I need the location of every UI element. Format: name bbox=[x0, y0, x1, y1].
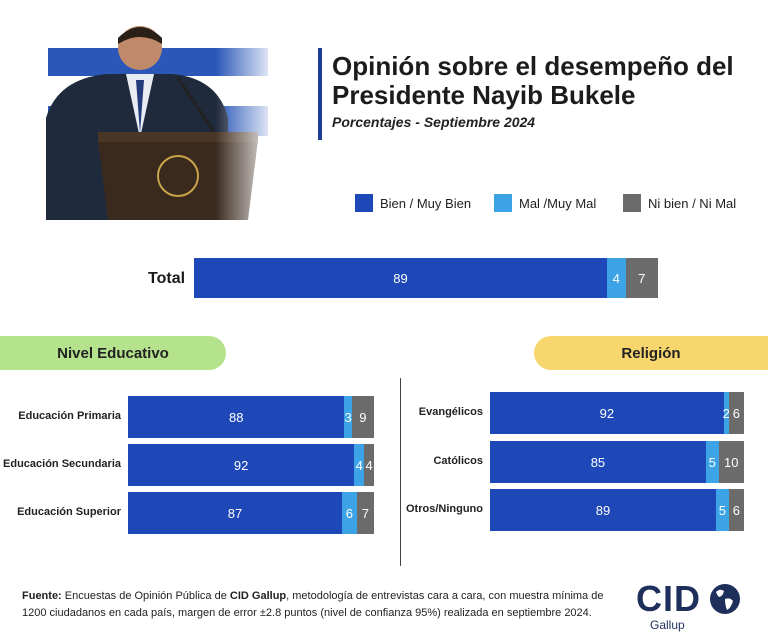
education-row-label: Educación Secundaria bbox=[3, 458, 121, 470]
legend-label-mal: Mal /Muy Mal bbox=[519, 195, 597, 211]
religion-bar: 85 5 10 bbox=[490, 441, 744, 483]
legend-item-bien: Bien / Muy Bien bbox=[355, 193, 471, 213]
logo-sub-text: Gallup bbox=[650, 618, 685, 632]
education-segment-mal: 6 bbox=[342, 492, 357, 534]
religion-row-label: Evangélicos bbox=[418, 406, 483, 418]
education-row-label: Educación Superior bbox=[17, 506, 121, 518]
total-label: Total bbox=[148, 270, 186, 287]
education-segment-bien: 92 bbox=[128, 444, 355, 486]
education-bar: 92 4 4 bbox=[128, 444, 374, 486]
legend-swatch-bien bbox=[355, 194, 373, 212]
education-segment-mal: 4 bbox=[354, 444, 365, 486]
logo-main-text: CID bbox=[636, 578, 701, 619]
cid-gallup-logo: CID Gallup bbox=[636, 578, 746, 634]
title-accent-bar bbox=[318, 48, 322, 140]
section-divider bbox=[400, 378, 401, 566]
source-label: Fuente: bbox=[22, 590, 62, 602]
religion-segment-ni: 6 bbox=[728, 489, 744, 531]
chart-title: Opinión sobre el desempeño del President… bbox=[332, 52, 734, 110]
religion-segment-mal: 2 bbox=[723, 392, 730, 434]
source-text-b: , metodología de entrevistas cara a cara… bbox=[22, 590, 604, 619]
education-segment-mal: 3 bbox=[344, 396, 352, 438]
chart-subtitle: Porcentajes - Septiembre 2024 bbox=[332, 114, 536, 130]
section-pill-education: Nivel Educativo bbox=[0, 336, 226, 370]
legend-item-ni: Ni bien / Ni Mal bbox=[623, 193, 736, 213]
education-bar: 88 3 9 bbox=[128, 396, 374, 438]
legend-item-mal: Mal /Muy Mal bbox=[494, 193, 596, 213]
total-segment-ni: 7 bbox=[625, 258, 658, 298]
religion-bar: 89 5 6 bbox=[490, 489, 744, 531]
total-segment-bien: 89 bbox=[194, 258, 607, 298]
religion-segment-ni: 6 bbox=[728, 392, 744, 434]
title-line-1: Opinión sobre el desempeño del bbox=[332, 51, 734, 81]
education-row-label: Educación Primaria bbox=[18, 410, 121, 422]
religion-bar: 92 2 6 bbox=[490, 392, 744, 434]
legend-label-ni: Ni bien / Ni Mal bbox=[648, 195, 737, 211]
religion-segment-mal: 5 bbox=[716, 489, 729, 531]
religion-row-label: Católicos bbox=[433, 455, 483, 467]
section-pill-religion: Religión bbox=[534, 336, 768, 370]
education-segment-ni: 4 bbox=[364, 444, 374, 486]
education-segment-ni: 9 bbox=[351, 396, 374, 438]
president-photo bbox=[28, 8, 278, 220]
globe-icon bbox=[710, 584, 740, 614]
total-bar: 89 4 7 bbox=[194, 258, 658, 298]
total-segment-mal: 4 bbox=[606, 258, 626, 298]
education-segment-ni: 7 bbox=[356, 492, 374, 534]
education-segment-bien: 88 bbox=[128, 396, 345, 438]
religion-segment-bien: 92 bbox=[490, 392, 724, 434]
source-brand: CID Gallup bbox=[229, 590, 287, 602]
source-footer: Fuente: Encuestas de Opinión Pública de … bbox=[22, 588, 612, 622]
education-bar: 87 6 7 bbox=[128, 492, 374, 534]
education-segment-bien: 87 bbox=[128, 492, 343, 534]
religion-segment-mal: 5 bbox=[705, 441, 719, 483]
religion-segment-bien: 89 bbox=[490, 489, 717, 531]
source-text-a: Encuestas de Opinión Pública de bbox=[61, 590, 230, 602]
legend-label-bien: Bien / Muy Bien bbox=[380, 195, 472, 211]
religion-segment-bien: 85 bbox=[490, 441, 706, 483]
title-line-2: Presidente Nayib Bukele bbox=[332, 80, 636, 110]
religion-row-label: Otros/Ninguno bbox=[406, 503, 483, 515]
legend-swatch-mal bbox=[494, 194, 512, 212]
religion-segment-ni: 10 bbox=[718, 441, 744, 483]
legend-swatch-ni bbox=[623, 194, 641, 212]
